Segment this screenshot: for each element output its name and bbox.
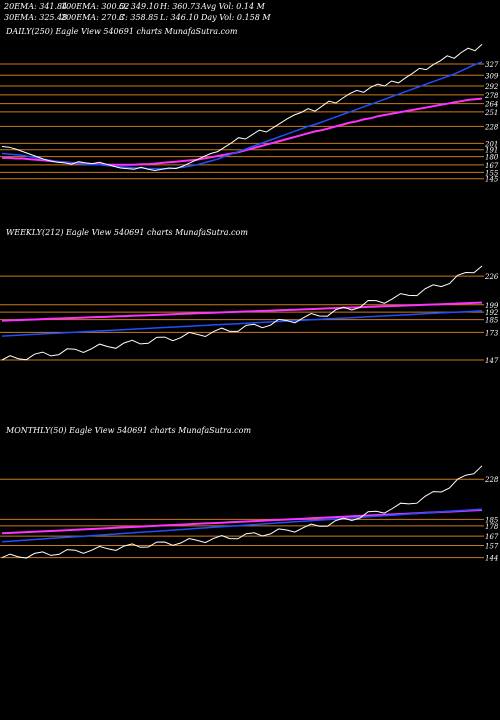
- level-label: 292: [484, 83, 499, 91]
- header-close: C: 358.85: [119, 13, 159, 22]
- level-label: 144: [485, 555, 498, 563]
- header-avg-vol: Avg Vol: 0.14 M: [201, 2, 265, 11]
- level-label: 264: [484, 101, 498, 109]
- price-line: [1, 44, 483, 172]
- level-label: 192: [485, 309, 499, 317]
- level-label: 173: [485, 329, 499, 337]
- level-label: 180: [485, 154, 499, 162]
- level-label: 226: [484, 273, 499, 281]
- header-ema20: 20EMA: 341.84: [4, 2, 68, 11]
- price-line: [1, 465, 483, 559]
- weekly-panel-title: WEEKLY(212) Eagle View 540691 charts Mun…: [6, 228, 248, 237]
- header-ema200: 200EMA: 270.3: [61, 13, 125, 22]
- level-label: 199: [485, 302, 499, 310]
- level-label: 185: [485, 317, 499, 325]
- header-low: L: 346.10: [160, 13, 199, 22]
- header-ema30: 30EMA: 325.48: [4, 13, 68, 22]
- level-label: 201: [484, 140, 498, 148]
- header-open: O: 349.10: [119, 2, 159, 11]
- level-label: 327: [485, 61, 499, 69]
- level-label: 251: [484, 109, 498, 117]
- level-label: 228: [484, 123, 499, 131]
- ema200-line: [1, 301, 483, 322]
- level-label: 178: [485, 523, 499, 531]
- header-high: H: 360.73: [160, 2, 201, 11]
- level-label: 167: [485, 162, 499, 170]
- ema20-line: [1, 310, 483, 337]
- header-day-vol: Day Vol: 0.158 M: [201, 13, 271, 22]
- level-label: 167: [485, 533, 499, 541]
- level-label: 278: [484, 92, 499, 100]
- level-label: 309: [485, 72, 499, 80]
- level-label: 157: [485, 542, 499, 550]
- level-label: 145: [485, 176, 499, 184]
- ema200-line: [2, 97, 483, 166]
- level-label: 191: [485, 147, 498, 155]
- level-label: 185: [485, 516, 499, 524]
- ema20-line: [1, 508, 483, 543]
- daily-panel-title: DAILY(250) Eagle View 540691 charts Muna…: [6, 27, 238, 36]
- level-label: 155: [485, 169, 499, 177]
- ema20-line: [1, 61, 483, 170]
- monthly-panel-title: MONTHLY(50) Eagle View 540691 charts Mun…: [6, 426, 252, 435]
- level-label: 147: [485, 357, 499, 365]
- price-line: [1, 265, 483, 361]
- header-ema100: 100EMA: 300.52: [61, 2, 130, 11]
- level-label: 228: [484, 476, 499, 484]
